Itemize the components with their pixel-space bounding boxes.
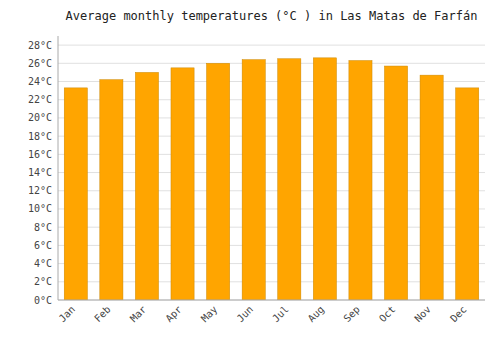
x-tick-label: Sep [341,304,362,325]
grid [58,45,485,300]
bars [64,58,479,300]
grid-line [58,45,485,46]
bar [171,68,194,300]
x-tick-label: Nov [412,304,433,325]
x-tick-label: Jul [270,304,291,325]
bar [313,58,336,300]
y-tick-label: 4°C [34,258,52,269]
title: Average monthly temperatures (°C ) in La… [66,9,478,23]
bar [207,63,230,300]
x-tick-label: Mar [128,304,149,325]
grid-line [58,300,485,301]
y-tick-label: 26°C [28,58,52,69]
x-tick-label: May [199,304,220,325]
y-tick-label: 10°C [28,203,52,214]
y-tick-label: 16°C [28,149,52,160]
y-tick-label: 8°C [34,222,52,233]
bar [135,72,158,300]
bar [64,88,87,300]
y-tick-label: 12°C [28,185,52,196]
y-axis-line [58,36,59,300]
bar [420,75,443,300]
x-tick-label: Apr [163,304,184,325]
bar [349,61,372,300]
x-tick-label: Dec [448,304,469,325]
x-tick-label: Feb [92,304,113,325]
bar [384,66,407,300]
y-tick-label: 22°C [28,94,52,105]
chart-svg: Average monthly temperatures (°C ) in La… [0,0,500,350]
page: {"chart_data": {"type": "bar", "title": … [0,0,500,350]
chart-container: Average monthly temperatures (°C ) in La… [0,0,500,350]
grid-line [58,63,485,64]
x-axis-line [58,300,485,301]
y-tick-label: 14°C [28,167,52,178]
bar [242,60,265,300]
bar [100,80,123,300]
y-tick-label: 6°C [34,240,52,251]
x-tick-label: Jun [235,304,256,325]
x-tick-label: Jan [57,304,78,325]
bar [278,59,301,300]
y-tick-label: 0°C [34,295,52,306]
y-tick-label: 2°C [34,276,52,287]
x-tick-label: Oct [377,304,398,325]
y-tick-label: 20°C [28,112,52,123]
bar [456,88,479,300]
x-tick-label: Aug [306,304,327,325]
y-tick-label: 28°C [28,40,52,51]
y-tick-label: 24°C [28,76,52,87]
y-tick-label: 18°C [28,131,52,142]
